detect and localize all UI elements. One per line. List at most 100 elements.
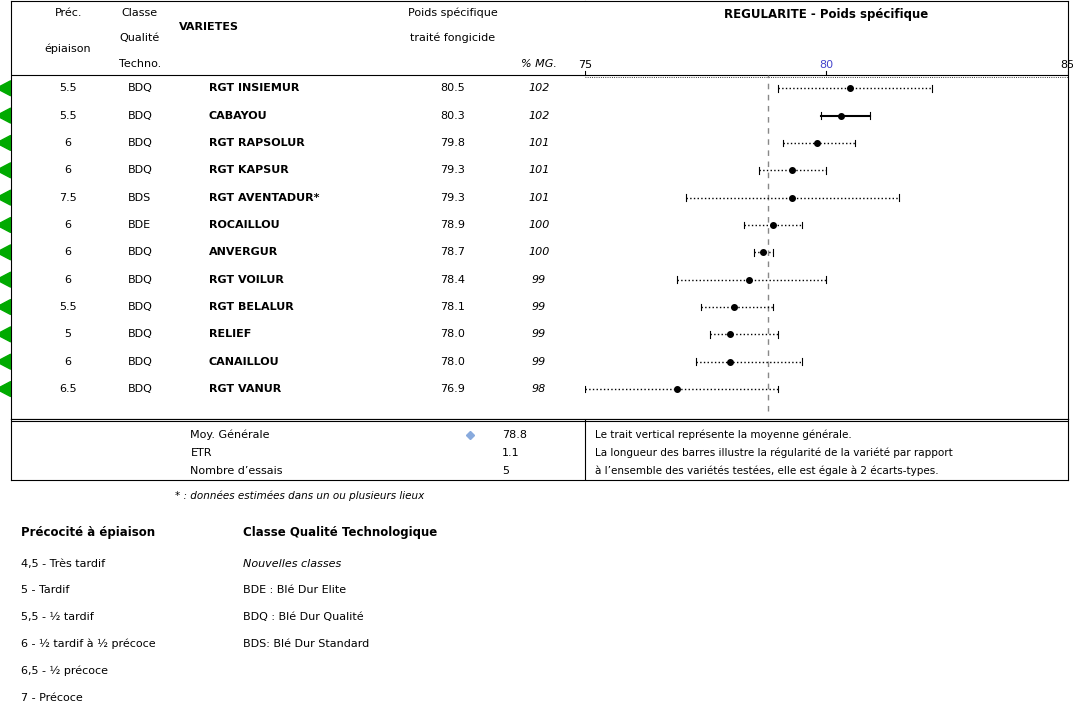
Text: BDE : Blé Dur Elite: BDE : Blé Dur Elite bbox=[244, 585, 347, 595]
Text: 78.0: 78.0 bbox=[440, 329, 466, 339]
Text: BDS: BDS bbox=[129, 193, 151, 203]
Polygon shape bbox=[0, 244, 11, 260]
Text: BDQ: BDQ bbox=[128, 83, 152, 93]
Text: 101: 101 bbox=[528, 166, 549, 175]
Text: Nouvelles classes: Nouvelles classes bbox=[244, 559, 341, 569]
Text: ANVERGUR: ANVERGUR bbox=[209, 247, 278, 257]
Text: 6: 6 bbox=[64, 220, 72, 230]
Text: ETR: ETR bbox=[190, 448, 211, 458]
Text: 78.7: 78.7 bbox=[440, 247, 466, 257]
Polygon shape bbox=[0, 327, 11, 342]
Text: 6.5: 6.5 bbox=[59, 384, 77, 394]
Text: 5,5 - ½ tardif: 5,5 - ½ tardif bbox=[21, 612, 94, 622]
Text: 99: 99 bbox=[532, 302, 546, 312]
Text: 5.5: 5.5 bbox=[59, 302, 77, 312]
Text: 78.0: 78.0 bbox=[440, 356, 466, 366]
Text: à l’ensemble des variétés testées, elle est égale à 2 écarts-types.: à l’ensemble des variétés testées, elle … bbox=[596, 466, 939, 477]
Text: 99: 99 bbox=[532, 275, 546, 285]
Text: 78.9: 78.9 bbox=[440, 220, 466, 230]
Polygon shape bbox=[0, 136, 11, 151]
Text: 5.5: 5.5 bbox=[59, 110, 77, 120]
Text: * : données estimées dans un ou plusieurs lieux: * : données estimées dans un ou plusieur… bbox=[175, 491, 424, 501]
Text: 85: 85 bbox=[1060, 60, 1073, 70]
Text: 5: 5 bbox=[502, 466, 510, 476]
Text: 102: 102 bbox=[528, 83, 549, 93]
Text: 4,5 - Très tardif: 4,5 - Très tardif bbox=[21, 559, 105, 569]
Text: épiaison: épiaison bbox=[45, 43, 91, 54]
Text: RGT AVENTADUR*: RGT AVENTADUR* bbox=[209, 193, 320, 203]
Text: Précocité à épiaison: Précocité à épiaison bbox=[21, 526, 156, 539]
Text: 75: 75 bbox=[577, 60, 592, 70]
Text: 6: 6 bbox=[64, 138, 72, 148]
Text: BDQ: BDQ bbox=[128, 275, 152, 285]
Text: 80: 80 bbox=[819, 60, 834, 70]
Polygon shape bbox=[0, 190, 11, 205]
Text: 6: 6 bbox=[64, 166, 72, 175]
Text: BDQ: BDQ bbox=[128, 384, 152, 394]
Text: 98: 98 bbox=[532, 384, 546, 394]
Text: BDQ: BDQ bbox=[128, 329, 152, 339]
Text: 7 - Précoce: 7 - Précoce bbox=[21, 693, 83, 703]
Text: 5 - Tardif: 5 - Tardif bbox=[21, 585, 70, 595]
Text: 7.5: 7.5 bbox=[59, 193, 77, 203]
Polygon shape bbox=[0, 272, 11, 288]
Polygon shape bbox=[0, 354, 11, 369]
Text: 76.9: 76.9 bbox=[440, 384, 466, 394]
Text: 5: 5 bbox=[64, 329, 72, 339]
Text: Nombre d’essais: Nombre d’essais bbox=[190, 466, 283, 476]
Text: 1.1: 1.1 bbox=[502, 448, 519, 458]
Text: BDQ: BDQ bbox=[128, 356, 152, 366]
Text: BDQ: BDQ bbox=[128, 110, 152, 120]
Text: 79.8: 79.8 bbox=[440, 138, 466, 148]
Text: 100: 100 bbox=[528, 247, 549, 257]
Text: 5.5: 5.5 bbox=[59, 83, 77, 93]
Text: BDQ: BDQ bbox=[128, 302, 152, 312]
Text: Moy. Générale: Moy. Générale bbox=[190, 429, 270, 440]
Text: Techno.: Techno. bbox=[119, 59, 161, 69]
Text: 79.3: 79.3 bbox=[440, 193, 466, 203]
Text: VARIETES: VARIETES bbox=[179, 22, 239, 32]
Text: Qualité: Qualité bbox=[120, 33, 160, 43]
Text: 78.4: 78.4 bbox=[440, 275, 466, 285]
Text: 100: 100 bbox=[528, 220, 549, 230]
Polygon shape bbox=[0, 163, 11, 178]
Text: Poids spécifique: Poids spécifique bbox=[408, 8, 498, 18]
Text: 78.1: 78.1 bbox=[440, 302, 466, 312]
Text: RELIEF: RELIEF bbox=[209, 329, 251, 339]
Text: 79.3: 79.3 bbox=[440, 166, 466, 175]
Text: traité fongicide: traité fongicide bbox=[410, 33, 496, 43]
Polygon shape bbox=[0, 300, 11, 315]
Text: 78.8: 78.8 bbox=[502, 429, 527, 440]
Text: 101: 101 bbox=[528, 138, 549, 148]
Text: 6,5 - ½ précoce: 6,5 - ½ précoce bbox=[21, 665, 108, 676]
Text: BDE: BDE bbox=[129, 220, 151, 230]
Text: Préc.: Préc. bbox=[55, 8, 82, 18]
Text: 6: 6 bbox=[64, 356, 72, 366]
Text: RGT BELALUR: RGT BELALUR bbox=[209, 302, 294, 312]
Polygon shape bbox=[0, 381, 11, 397]
Text: RGT INSIEMUR: RGT INSIEMUR bbox=[209, 83, 299, 93]
Text: BDQ: BDQ bbox=[128, 166, 152, 175]
Text: RGT RAPSOLUR: RGT RAPSOLUR bbox=[209, 138, 305, 148]
Text: Classe Qualité Technologique: Classe Qualité Technologique bbox=[244, 526, 438, 539]
Text: 6 - ½ tardif à ½ précoce: 6 - ½ tardif à ½ précoce bbox=[21, 639, 156, 650]
Text: 99: 99 bbox=[532, 329, 546, 339]
Text: 99: 99 bbox=[532, 356, 546, 366]
Text: RGT VOILUR: RGT VOILUR bbox=[209, 275, 283, 285]
Text: RGT VANUR: RGT VANUR bbox=[209, 384, 281, 394]
Text: Le trait vertical représente la moyenne générale.: Le trait vertical représente la moyenne … bbox=[596, 429, 852, 440]
Text: BDS: Blé Dur Standard: BDS: Blé Dur Standard bbox=[244, 639, 369, 649]
Text: RGT KAPSUR: RGT KAPSUR bbox=[209, 166, 289, 175]
Text: 6: 6 bbox=[64, 275, 72, 285]
Text: 80.3: 80.3 bbox=[440, 110, 465, 120]
Text: La longueur des barres illustre la régularité de la variété par rapport: La longueur des barres illustre la régul… bbox=[596, 447, 953, 458]
Text: BDQ: BDQ bbox=[128, 247, 152, 257]
Text: CANAILLOU: CANAILLOU bbox=[209, 356, 279, 366]
Text: ROCAILLOU: ROCAILLOU bbox=[209, 220, 279, 230]
Text: BDQ : Blé Dur Qualité: BDQ : Blé Dur Qualité bbox=[244, 612, 364, 622]
Polygon shape bbox=[0, 108, 11, 123]
Text: 80.5: 80.5 bbox=[440, 83, 465, 93]
Polygon shape bbox=[0, 81, 11, 96]
Text: 102: 102 bbox=[528, 110, 549, 120]
Text: 6: 6 bbox=[64, 247, 72, 257]
